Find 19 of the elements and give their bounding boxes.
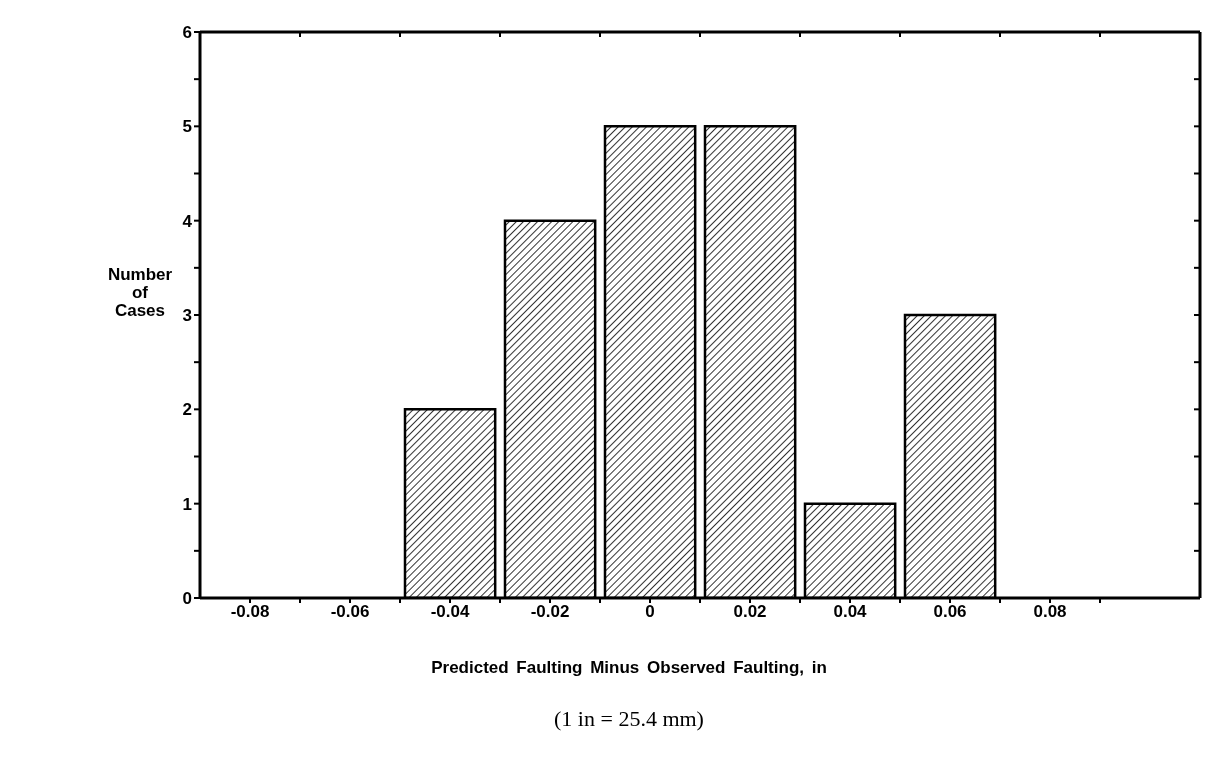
- x-tick-label: -0.08: [230, 602, 270, 622]
- x-tick-label: 0.02: [733, 602, 767, 622]
- x-tick-label: 0.06: [933, 602, 967, 622]
- y-tick-label: 6: [182, 23, 192, 43]
- text: (1 in = 25.4 mm): [553, 706, 705, 732]
- x-tick-label: -0.04: [430, 602, 470, 622]
- y-tick-label: 4: [182, 211, 193, 231]
- x-tick-label: -0.02: [530, 602, 570, 622]
- x-tick-label: 0.04: [833, 602, 868, 622]
- x-tick-label: 0: [645, 602, 655, 622]
- y-tick-label: 0: [182, 589, 192, 609]
- y-tick-label: 5: [182, 117, 192, 137]
- x-tick-label: 0.08: [1033, 602, 1067, 622]
- y-axis-title: Number of Cases: [106, 265, 174, 320]
- y-tick-label: 1: [182, 494, 192, 514]
- y-tick-label: 2: [182, 400, 192, 420]
- y-tick-label: 3: [182, 306, 192, 326]
- x-axis-title: Predicted Faulting Minus Observed Faulting, in: [430, 658, 828, 678]
- x-tick-label: -0.06: [330, 602, 370, 622]
